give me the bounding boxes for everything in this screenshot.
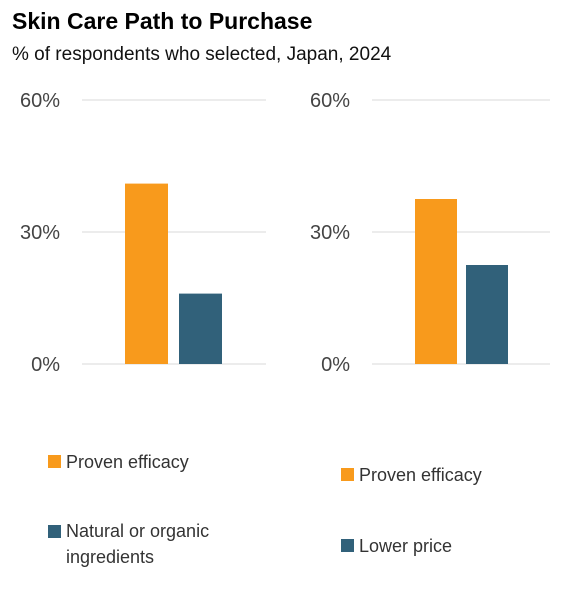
y-tick-label: 30%: [310, 222, 350, 244]
y-tick-label: 60%: [310, 90, 350, 112]
legend-swatch: [341, 539, 354, 552]
legend-label: Proven efficacy: [359, 465, 482, 485]
y-tick-label: 30%: [20, 222, 60, 244]
legend-label: Natural or organic ingredients: [66, 521, 210, 567]
legend-item-lower-price: Lower price: [341, 533, 541, 559]
bar: [125, 183, 168, 364]
bar: [415, 199, 457, 364]
y-tick-label: 0%: [31, 354, 60, 376]
legend-item-natural-ingredients: Natural or organic ingredients: [48, 518, 258, 572]
legend-swatch: [48, 455, 61, 468]
legend-label: Proven efficacy: [66, 452, 189, 472]
legend-item-proven-efficacy-right: Proven efficacy: [341, 462, 541, 488]
y-tick-label: 60%: [20, 90, 60, 112]
chart-subtitle: % of respondents who selected, Japan, 20…: [12, 44, 392, 65]
bar: [466, 265, 508, 364]
y-tick-label: 0%: [321, 354, 350, 376]
chart-title: Skin Care Path to Purchase: [12, 8, 313, 34]
legend-swatch: [341, 468, 354, 481]
legend-label: Lower price: [359, 536, 453, 556]
bar: [179, 293, 222, 364]
legend-item-proven-efficacy-left: Proven efficacy: [48, 449, 248, 475]
legend-swatch: [48, 525, 61, 538]
